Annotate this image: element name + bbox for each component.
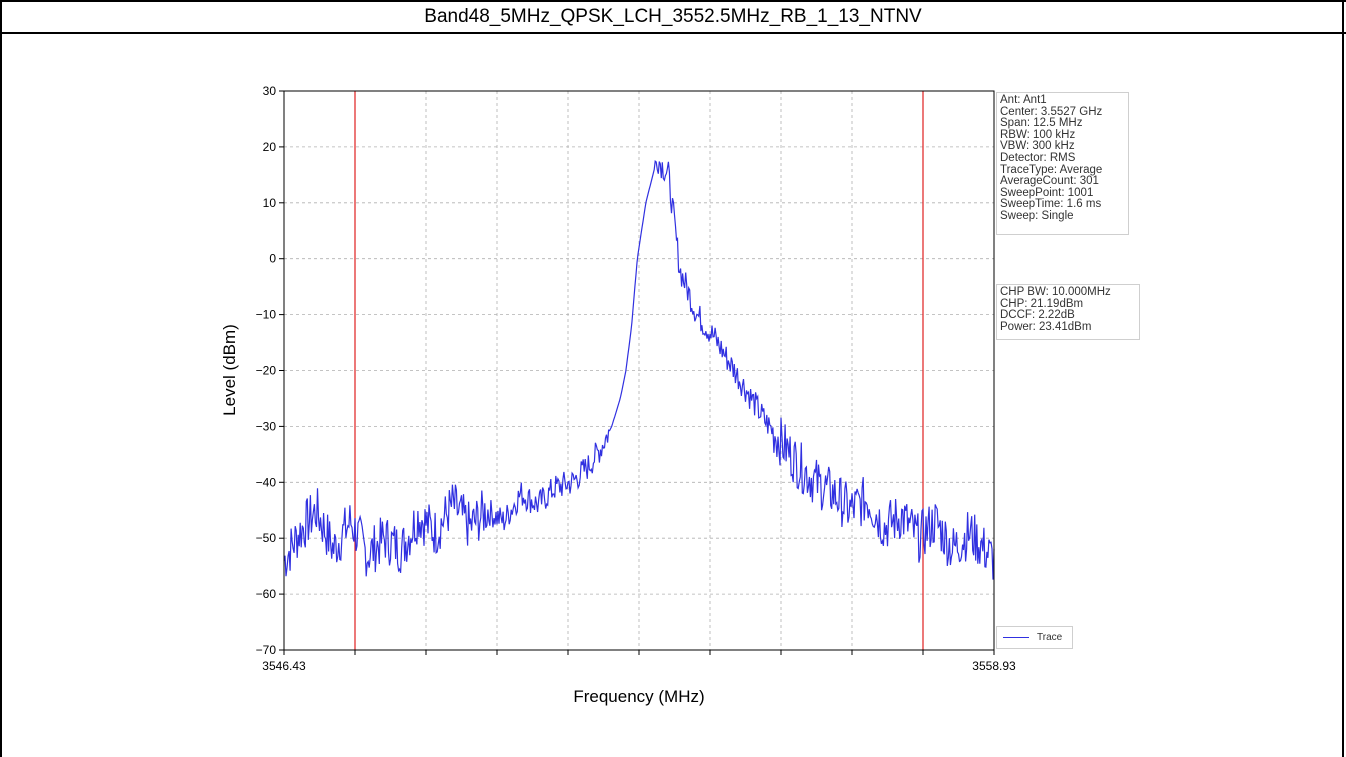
settings-line: RBW: 100 kHz <box>1000 128 1076 141</box>
x-tick-label: 3546.43 <box>262 659 306 673</box>
settings-line: Detector: RMS <box>1000 151 1076 164</box>
y-tick-label: −10 <box>256 308 277 322</box>
settings-line: Ant: Ant1 <box>1000 94 1047 106</box>
y-axis-label: Level (dBm) <box>220 324 239 416</box>
y-tick-label: −70 <box>256 643 277 657</box>
x-axis-ticks: 3546.43 3558.93 <box>262 650 1016 673</box>
x-tick-label: 3558.93 <box>972 659 1016 673</box>
y-tick-label: 30 <box>263 84 277 98</box>
trace-legend-swatch <box>1003 637 1029 638</box>
y-tick-label: −40 <box>256 475 277 489</box>
y-tick-label: 20 <box>263 140 277 154</box>
settings-line: Sweep: Single <box>1000 209 1074 222</box>
result-line: Power: 23.41dBm <box>1000 320 1092 333</box>
settings-line: Span: 12.5 MHz <box>1000 117 1083 130</box>
result-line: CHP: 21.19dBm <box>1000 297 1084 310</box>
grid-lines <box>284 91 994 650</box>
result-line: CHP BW: 10.000MHz <box>1000 286 1111 298</box>
y-tick-label: 10 <box>263 196 277 210</box>
trace-line <box>283 160 995 580</box>
chart-title: Band48_5MHz_QPSK_LCH_3552.5MHz_RB_1_13_N… <box>0 0 1346 34</box>
settings-info-box: Ant: Ant1 Center: 3.5527 GHz Span: 12.5 MH… <box>996 92 1129 235</box>
x-axis-label: Frequency (MHz) <box>573 687 704 706</box>
y-tick-label: 0 <box>269 252 276 266</box>
y-tick-label: −50 <box>256 531 277 545</box>
limit-markers <box>354 91 924 650</box>
y-tick-label: −60 <box>256 587 277 601</box>
settings-line: AverageCount: 301 <box>1000 175 1099 188</box>
y-axis-ticks: 30 20 10 0 −10 −20 −30 −40 −50 −60 −70 <box>256 84 284 657</box>
y-tick-label: −20 <box>256 364 277 378</box>
trace-legend-label: Trace <box>1037 632 1063 643</box>
settings-line: VBW: 300 kHz <box>1000 140 1075 153</box>
settings-line: TraceType: Average <box>1000 163 1103 176</box>
y-tick-label: −30 <box>256 419 277 433</box>
chart-title-text: Band48_5MHz_QPSK_LCH_3552.5MHz_RB_1_13_N… <box>424 6 922 27</box>
settings-line: SweepPoint: 1001 <box>1000 186 1094 199</box>
result-line: DCCF: 2.22dB <box>1000 309 1075 322</box>
settings-line: Center: 3.5527 GHz <box>1000 105 1103 118</box>
legend: Trace <box>996 626 1073 649</box>
settings-line: SweepTime: 1.6 ms <box>1000 198 1102 211</box>
result-info-box: CHP BW: 10.000MHz CHP: 21.19dBm DCCF: 2.22… <box>996 284 1140 340</box>
